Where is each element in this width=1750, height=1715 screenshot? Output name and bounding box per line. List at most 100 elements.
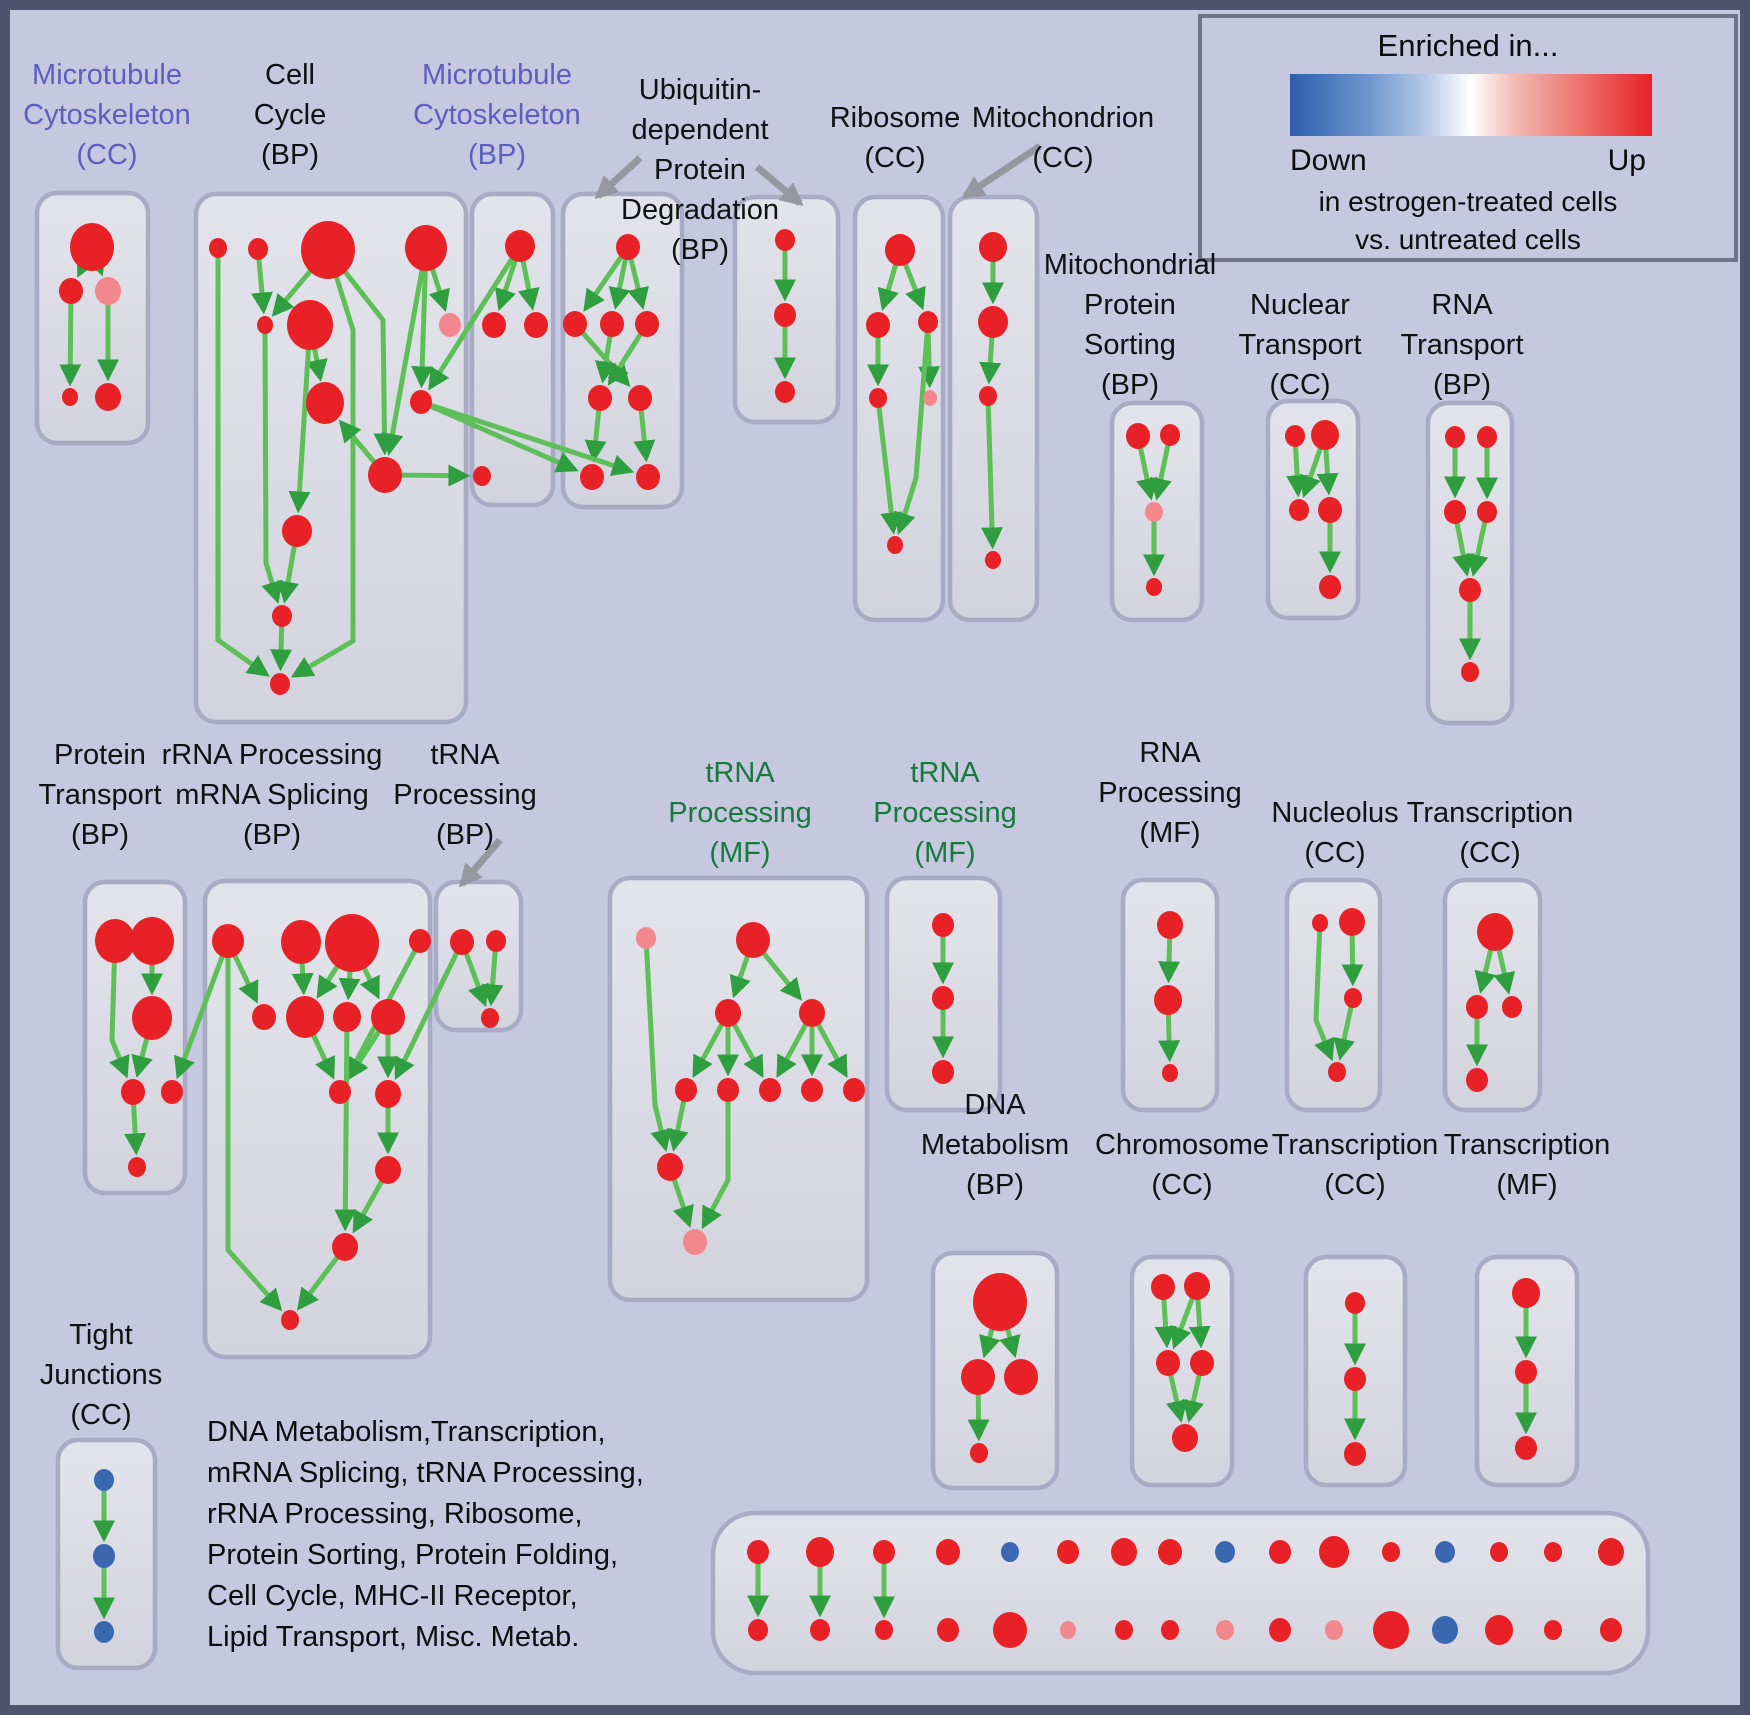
go-term-node-rrna-mrna <box>409 929 431 953</box>
go-term-node-transcription-mf <box>1512 1278 1540 1308</box>
group-box-rrna-mrna <box>202 878 433 1360</box>
go-term-node-bottom-bot-1 <box>810 1619 830 1641</box>
go-term-node-transcription-cc-b <box>1344 1442 1366 1466</box>
label-ribosome-cc: Ribosome (CC) <box>829 102 961 174</box>
go-term-node-cell-cycle <box>405 225 447 271</box>
label-nuclear-transport: Nuclear Transport (CC) <box>1238 289 1362 401</box>
edge-ribosome-cc <box>875 397 903 535</box>
go-term-node-trna-mf-big <box>843 1078 865 1102</box>
go-term-node-bottom-bot-9 <box>1269 1618 1291 1642</box>
go-term-node-rrna-mrna <box>212 924 244 958</box>
go-term-node-ubiquitin-degradation-1 <box>580 464 604 490</box>
go-term-node-bottom-top-11 <box>1382 1542 1400 1562</box>
edge-protein-transport <box>109 940 130 1079</box>
group-box-nucleolus-cc <box>1284 877 1383 1113</box>
label-trna-bp: tRNA Processing (BP) <box>393 739 537 851</box>
label-mitochondrion-cc: Mitochondrion (CC) <box>971 102 1155 174</box>
legend: Enriched in... Down Up in estrogen-treat… <box>1198 14 1738 262</box>
edge-microtubule-cc <box>59 290 82 387</box>
go-term-node-transcription-cc-a <box>1466 1068 1488 1092</box>
go-term-node-dna-metabolism <box>973 1273 1027 1331</box>
go-term-node-trna-bp <box>486 930 506 952</box>
go-term-node-rna-processing-mf <box>1154 985 1182 1015</box>
go-term-node-bottom-bot-15 <box>1600 1618 1622 1642</box>
label-pointer-arrow-2 <box>961 143 1042 199</box>
go-term-node-protein-transport <box>95 919 135 963</box>
go-term-node-rrna-mrna <box>281 1310 299 1330</box>
go-term-node-rrna-mrna <box>371 999 405 1035</box>
go-term-node-ubiquitin-degradation-1 <box>636 464 660 490</box>
go-term-node-trna-mf-big <box>799 999 825 1027</box>
go-term-node-bottom-top-13 <box>1490 1542 1508 1562</box>
go-term-node-transcription-mf <box>1515 1436 1537 1460</box>
go-term-node-microtubule-bp <box>482 312 506 338</box>
go-term-node-bottom-bot-8 <box>1216 1620 1234 1640</box>
go-term-node-cell-cycle <box>282 515 312 547</box>
go-term-node-transcription-cc-b <box>1344 1367 1366 1391</box>
go-term-node-rna-transport <box>1445 426 1465 448</box>
go-term-node-ubiquitin-degradation-1 <box>616 234 640 260</box>
go-term-node-bottom-top-7 <box>1158 1539 1182 1565</box>
go-term-node-bottom-bot-5 <box>1060 1621 1076 1639</box>
legend-subtitle-2: vs. untreated cells <box>1355 224 1581 255</box>
go-term-node-dna-metabolism <box>1004 1359 1038 1395</box>
go-term-node-microtubule-cc <box>95 383 121 411</box>
label-microtubule-cc: Microtubule Cytoskeleton (CC) <box>23 59 191 171</box>
go-term-node-ribosome-cc <box>885 234 915 266</box>
go-term-node-bottom-top-10 <box>1319 1536 1349 1568</box>
go-term-node-trna-mf-big <box>717 1078 739 1102</box>
go-term-node-ubiquitin-degradation-2 <box>775 381 795 403</box>
label-rrna-mrna: rRNA Processing mRNA Splicing (BP) <box>161 739 383 851</box>
go-term-node-cell-cycle <box>248 238 268 260</box>
go-term-node-rna-transport <box>1461 662 1479 682</box>
label-transcription-cc-a: Transcription (CC) <box>1406 797 1574 869</box>
group-box-dna-metabolism <box>930 1250 1060 1491</box>
go-term-node-nuclear-transport <box>1289 499 1309 521</box>
go-term-node-trna-bp <box>450 929 474 955</box>
go-term-node-mitochondrion-cc <box>978 306 1008 338</box>
go-term-node-microtubule-cc <box>95 277 121 305</box>
label-rna-processing-mf: RNA Processing (MF) <box>1098 737 1242 849</box>
go-term-node-microtubule-cc <box>70 223 114 271</box>
label-trna-mf-big: tRNA Processing (MF) <box>668 757 812 869</box>
go-term-node-ubiquitin-degradation-1 <box>563 311 587 337</box>
edge-cell-cycle <box>215 248 270 677</box>
go-term-node-trna-mf-big <box>715 999 741 1027</box>
go-term-node-protein-transport <box>121 1079 145 1105</box>
label-nucleolus-cc: Nucleolus (CC) <box>1271 797 1399 869</box>
edge-nucleolus-cc <box>1313 922 1335 1062</box>
misc-categories-note: DNA Metabolism,Transcription, mRNA Splic… <box>207 1416 644 1653</box>
go-term-node-ubiquitin-degradation-2 <box>774 303 796 327</box>
go-term-node-trna-mf-small <box>932 1060 954 1084</box>
go-term-node-tight-junctions <box>93 1544 115 1568</box>
go-term-node-bottom-bot-11 <box>1373 1611 1409 1649</box>
go-term-node-trna-mf-big <box>675 1078 697 1102</box>
go-term-node-rrna-mrna <box>286 996 324 1038</box>
go-term-node-nuclear-transport <box>1319 575 1341 599</box>
edge-cross <box>420 399 635 476</box>
label-ubiquitin-degradation: Ubiquitin- dependent Protein Degradation… <box>621 74 779 266</box>
go-term-node-microtubule-bp <box>505 230 535 262</box>
label-chromosome-cc: Chromosome (CC) <box>1094 1129 1270 1201</box>
go-term-node-ubiquitin-degradation-1 <box>635 311 659 337</box>
go-term-node-nuclear-transport <box>1285 425 1305 447</box>
go-term-node-bottom-bot-12 <box>1432 1616 1458 1644</box>
go-term-node-cell-cycle <box>272 605 292 627</box>
go-term-node-ribosome-cc <box>869 388 887 408</box>
go-term-node-cell-cycle <box>270 673 290 695</box>
go-term-node-rrna-mrna <box>375 1156 401 1184</box>
go-term-node-chromosome-cc <box>1151 1274 1175 1300</box>
go-term-node-cell-cycle <box>410 390 432 414</box>
go-term-node-ribosome-cc <box>918 311 938 333</box>
go-term-node-cell-cycle <box>301 221 355 279</box>
go-term-node-rrna-mrna <box>375 1080 401 1108</box>
label-trna-mf-small: tRNA Processing (MF) <box>873 757 1017 869</box>
go-term-node-tight-junctions <box>94 1469 114 1491</box>
group-box-mitochondrion-cc <box>947 194 1040 623</box>
go-term-node-trna-mf-small <box>932 913 954 937</box>
go-term-node-mitochondrion-cc <box>979 386 997 406</box>
edge-cross <box>394 940 465 1080</box>
